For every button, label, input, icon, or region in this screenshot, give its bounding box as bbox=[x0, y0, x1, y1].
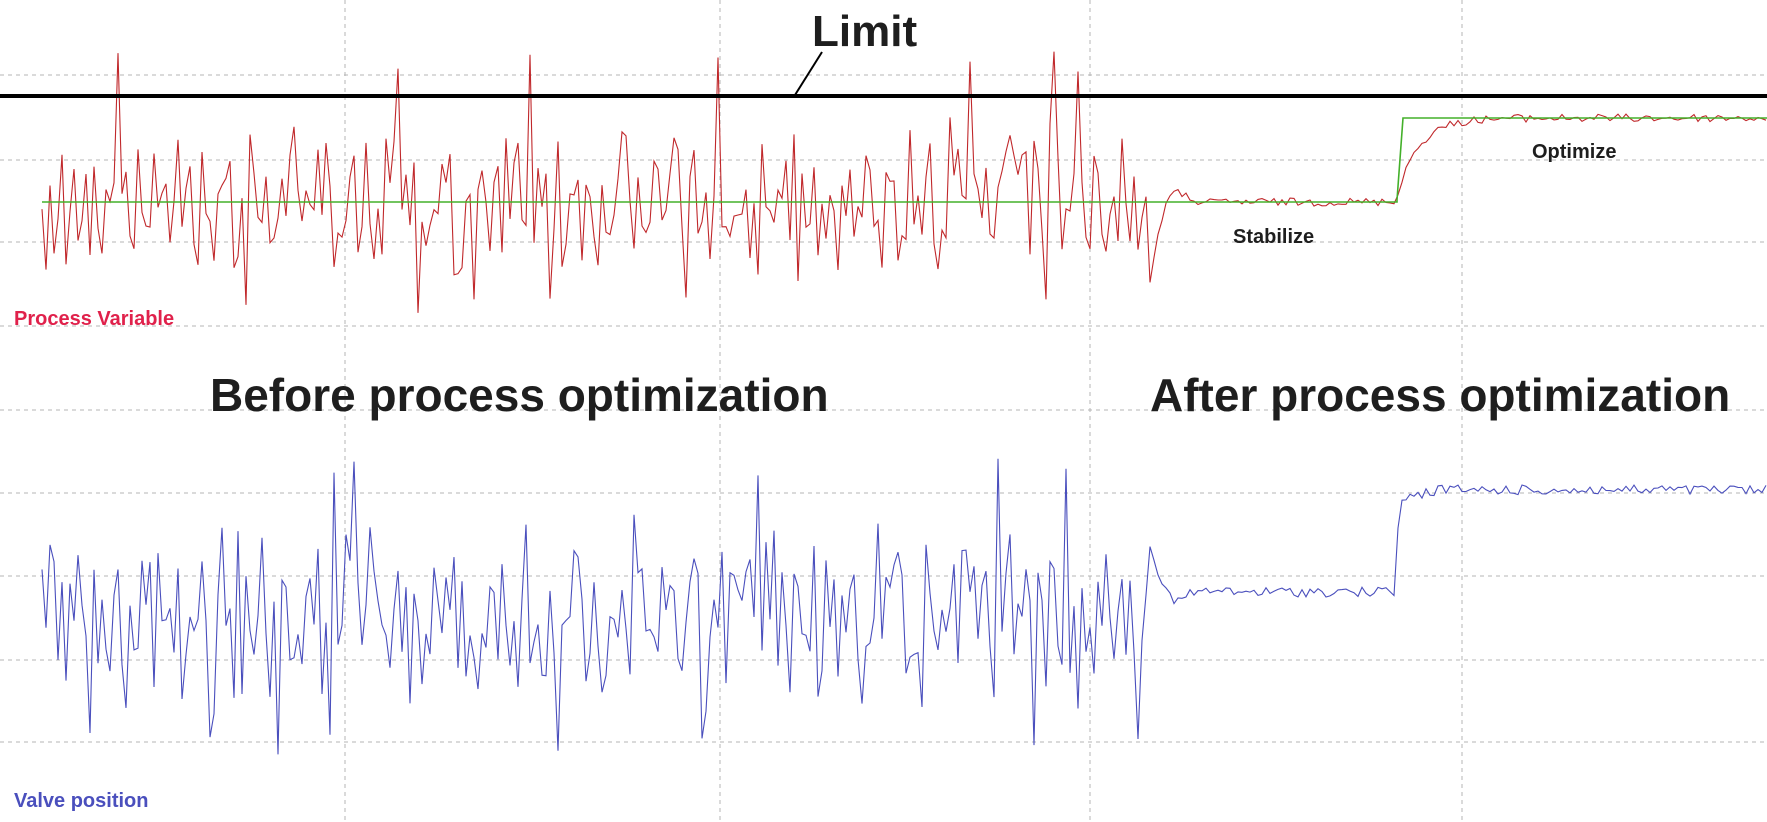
after-title: After process optimization bbox=[1150, 369, 1730, 421]
legend-process-variable: Process Variable bbox=[14, 308, 174, 330]
stabilize-label: Stabilize bbox=[1233, 226, 1314, 248]
limit-label: Limit bbox=[812, 7, 917, 56]
series-line-process-variable bbox=[41, 51, 1767, 313]
setpoint-line bbox=[42, 117, 1767, 203]
legend-valve-position: Valve position bbox=[14, 790, 148, 812]
optimize-label: Optimize bbox=[1532, 141, 1616, 163]
limit-leader-line bbox=[794, 51, 823, 96]
before-title: Before process optimization bbox=[210, 369, 829, 421]
series-line-valve-position bbox=[41, 458, 1767, 755]
